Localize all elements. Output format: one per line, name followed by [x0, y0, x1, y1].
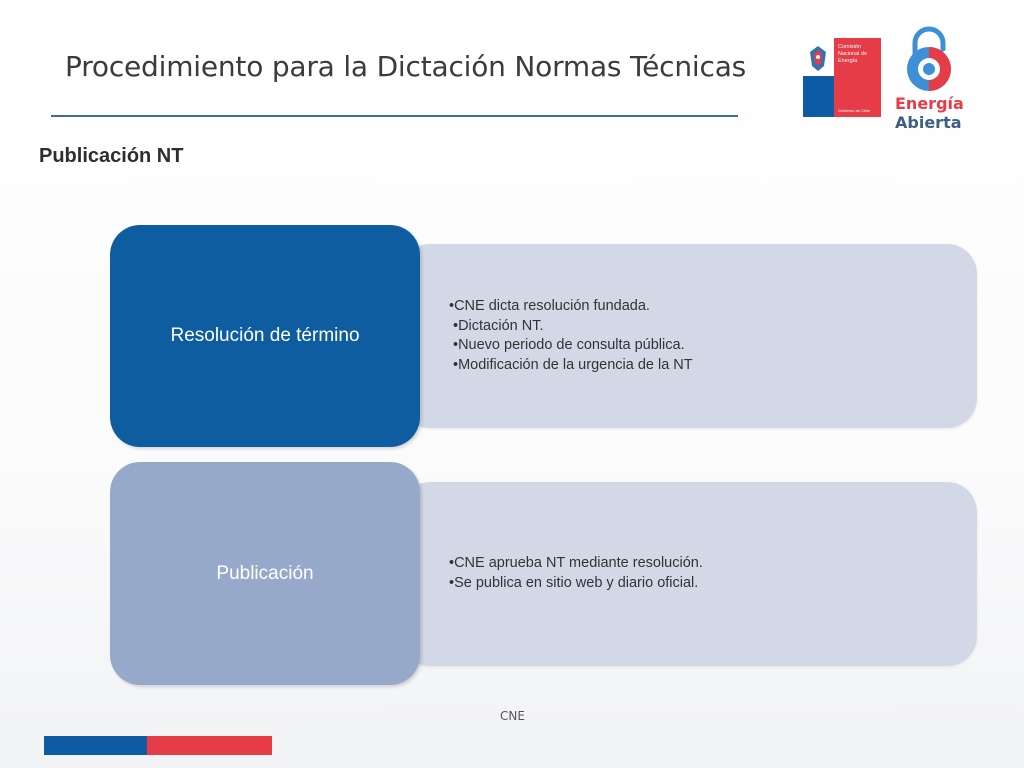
footer-label: CNE [500, 709, 525, 723]
bullet-item: CNE dicta resolución fundada. [449, 297, 693, 317]
brand-bar-red [147, 736, 272, 755]
bullet-item: Nuevo periodo de consulta pública. [449, 336, 693, 356]
cne-logo-footer: Gobierno de Chile [838, 108, 871, 113]
block-publicacion-bullets: CNE aprueba NT mediante resolución. Se p… [449, 554, 703, 593]
cne-logo-line3: Energía [838, 58, 858, 64]
coat-of-arms-icon [810, 46, 826, 71]
energia-logo-word: Energía [895, 94, 964, 113]
block-resolucion-bullets: CNE dicta resolución fundada. Dictación … [449, 297, 693, 375]
cne-logo-line2: Nacional de [838, 51, 867, 57]
bullet-item: Modificación de la urgencia de la NT [449, 356, 693, 376]
abierta-logo-word: Abierta [895, 113, 962, 132]
bullet-item: CNE aprueba NT mediante resolución. [449, 554, 703, 574]
bullet-item: Dictación NT. [449, 317, 693, 337]
block-resolucion-heading: Resolución de término [110, 225, 420, 447]
energia-abierta-logo: Energía Abierta [895, 26, 964, 132]
title-divider [51, 115, 738, 117]
bullet-item: Se publica en sitio web y diario oficial… [449, 574, 703, 594]
section-subtitle: Publicación NT [39, 145, 184, 167]
cne-logo-line1: Comisión [838, 44, 861, 50]
padlock-icon [907, 26, 951, 91]
brand-bar-blue [44, 736, 147, 755]
cne-logo: Comisión Nacional de Energía Gobierno de… [803, 38, 881, 117]
page-title: Procedimiento para la Dictación Normas T… [65, 50, 747, 83]
block-publicacion-heading: Publicación [110, 462, 420, 685]
